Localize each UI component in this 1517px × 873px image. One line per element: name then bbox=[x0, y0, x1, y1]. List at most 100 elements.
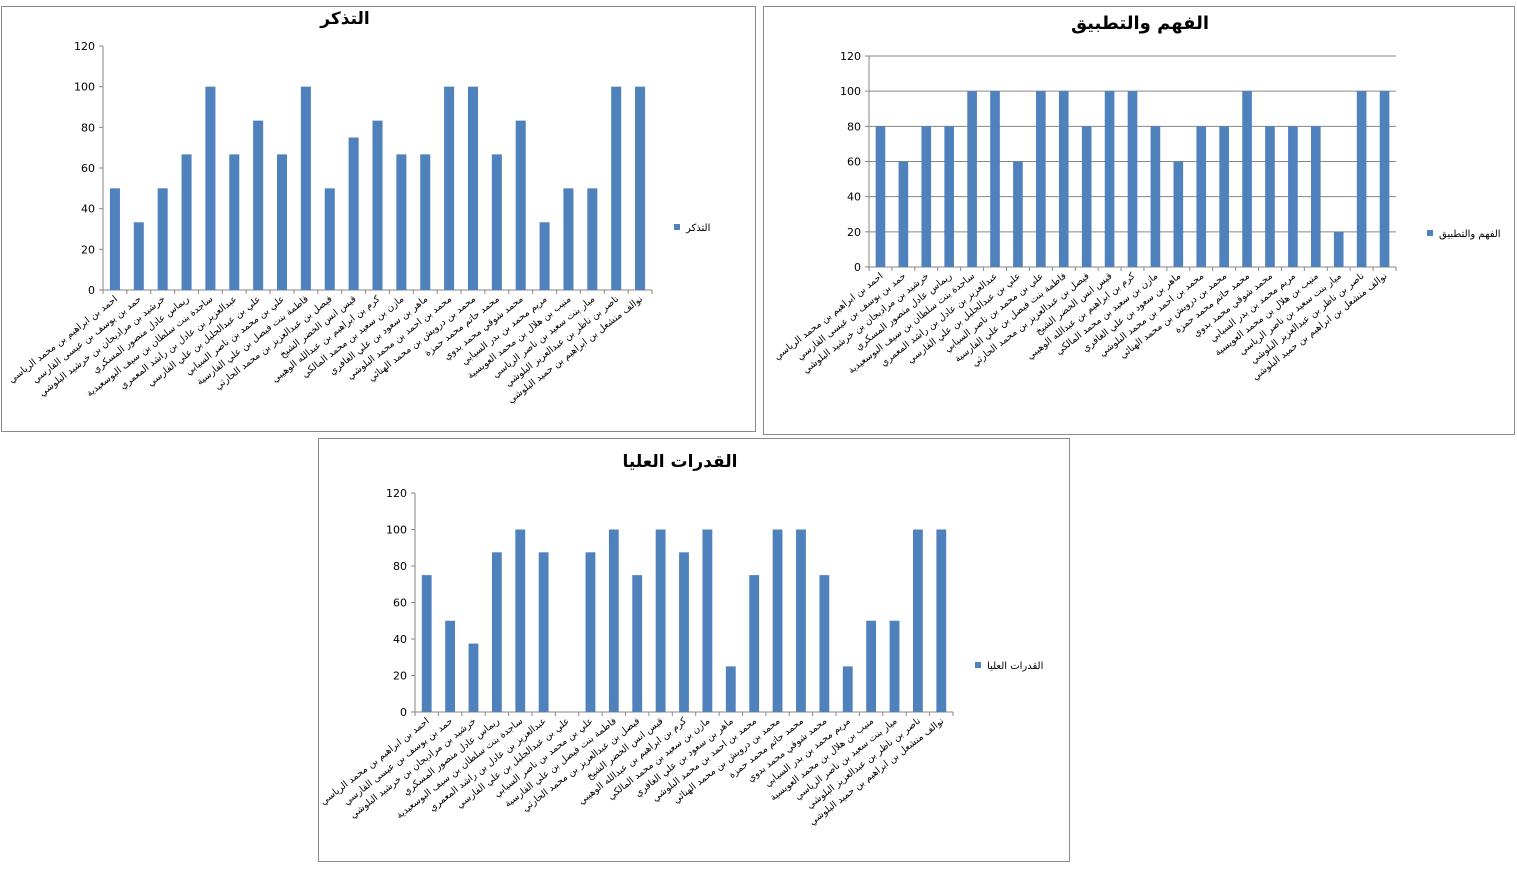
y-tick-label: 100 bbox=[386, 524, 407, 537]
bar bbox=[1356, 91, 1367, 268]
bar bbox=[819, 575, 830, 712]
legend-swatch bbox=[674, 224, 680, 230]
y-tick-label: 0 bbox=[400, 706, 407, 719]
bar bbox=[109, 188, 120, 290]
bar bbox=[467, 86, 478, 291]
bar bbox=[875, 126, 886, 267]
y-tick-label: 120 bbox=[386, 487, 407, 500]
y-tick-label: 80 bbox=[847, 120, 861, 133]
bar bbox=[796, 529, 806, 712]
y-tick-label: 0 bbox=[88, 284, 95, 297]
legend-swatch bbox=[975, 662, 981, 668]
chart-title: القدرات العليا bbox=[623, 452, 738, 472]
bar bbox=[253, 120, 264, 290]
legend-swatch bbox=[1427, 230, 1433, 236]
bar bbox=[1379, 91, 1390, 268]
bar bbox=[300, 86, 311, 291]
bar bbox=[702, 529, 713, 712]
y-tick-label: 40 bbox=[393, 633, 407, 646]
bar bbox=[133, 222, 144, 290]
y-tick-label: 80 bbox=[81, 121, 95, 134]
y-tick-label: 60 bbox=[393, 597, 407, 610]
bar bbox=[1196, 126, 1207, 267]
bar bbox=[772, 529, 783, 712]
bar bbox=[1310, 126, 1321, 267]
chart-panel-higher-abilities: القدرات العليا 0 20 40 60 80 100 120 احمد بن ابر… bbox=[318, 438, 1070, 862]
bar bbox=[539, 222, 550, 290]
chart-title: الفهم والتطبيق bbox=[1071, 13, 1209, 34]
bar bbox=[538, 552, 549, 712]
bar bbox=[229, 154, 240, 290]
bar bbox=[635, 86, 646, 291]
bar bbox=[491, 552, 502, 712]
bar bbox=[1333, 231, 1344, 267]
bar bbox=[725, 666, 736, 712]
y-tick-label: 20 bbox=[393, 670, 407, 683]
bar bbox=[157, 188, 168, 290]
bar bbox=[749, 575, 760, 712]
y-tick-label: 40 bbox=[847, 191, 861, 204]
bar bbox=[921, 126, 932, 267]
bar bbox=[889, 620, 900, 712]
bar bbox=[444, 86, 455, 291]
bar bbox=[655, 529, 666, 712]
bar bbox=[205, 86, 216, 291]
y-tick-label: 80 bbox=[393, 560, 407, 573]
bar bbox=[372, 120, 383, 290]
bar bbox=[348, 137, 359, 290]
y-tick-label: 120 bbox=[840, 50, 861, 63]
bar bbox=[1150, 126, 1161, 267]
bar bbox=[632, 575, 643, 712]
bar bbox=[679, 552, 689, 712]
legend-label: التذكر bbox=[685, 223, 710, 234]
bar bbox=[396, 154, 407, 290]
y-tick-label: 100 bbox=[74, 81, 95, 94]
y-tick-label: 60 bbox=[81, 162, 95, 175]
bar bbox=[990, 91, 1000, 268]
bar bbox=[421, 575, 432, 712]
bar bbox=[866, 620, 877, 712]
y-tick-label: 100 bbox=[840, 85, 861, 98]
bar bbox=[515, 529, 526, 712]
bar bbox=[1081, 126, 1092, 267]
bar bbox=[587, 188, 598, 290]
y-tick-label: 40 bbox=[81, 203, 95, 216]
legend-label: القدرات العليا bbox=[987, 661, 1043, 672]
bar bbox=[967, 91, 977, 268]
y-tick-label: 120 bbox=[74, 40, 95, 53]
bar bbox=[1288, 126, 1298, 267]
bar bbox=[277, 154, 288, 290]
bar bbox=[1036, 91, 1046, 268]
chart-title: التذكر bbox=[319, 9, 369, 29]
bar bbox=[944, 126, 955, 267]
bar bbox=[1127, 91, 1138, 268]
y-tick-label: 0 bbox=[854, 261, 861, 274]
bar bbox=[913, 529, 923, 712]
bar bbox=[1104, 91, 1115, 268]
bar bbox=[1265, 126, 1275, 267]
bar bbox=[1013, 161, 1023, 267]
bar bbox=[608, 529, 619, 712]
bar bbox=[898, 161, 909, 267]
bar bbox=[491, 154, 502, 290]
bar bbox=[936, 529, 947, 712]
bar bbox=[1058, 91, 1069, 268]
bar bbox=[585, 552, 596, 712]
bar bbox=[1173, 161, 1184, 267]
chart-panel-understanding: الفهم والتطبيق 0 20 40 60 80 100 120 احمد بن ابر… bbox=[763, 6, 1515, 435]
y-tick-label: 20 bbox=[847, 226, 861, 239]
bar bbox=[563, 188, 574, 290]
y-tick-label: 60 bbox=[847, 156, 861, 169]
y-tick-label: 20 bbox=[81, 243, 95, 256]
legend-label: الفهم والتطبيق bbox=[1439, 229, 1501, 240]
bar bbox=[420, 154, 431, 290]
bar bbox=[1242, 91, 1252, 268]
bar bbox=[842, 666, 853, 712]
chart-panel-remembering: التذكر 0 20 40 60 80 100 120 احمد بن ابراهيم بن … bbox=[1, 6, 756, 432]
bar bbox=[445, 620, 455, 712]
bar bbox=[515, 120, 526, 290]
bar bbox=[468, 643, 479, 712]
